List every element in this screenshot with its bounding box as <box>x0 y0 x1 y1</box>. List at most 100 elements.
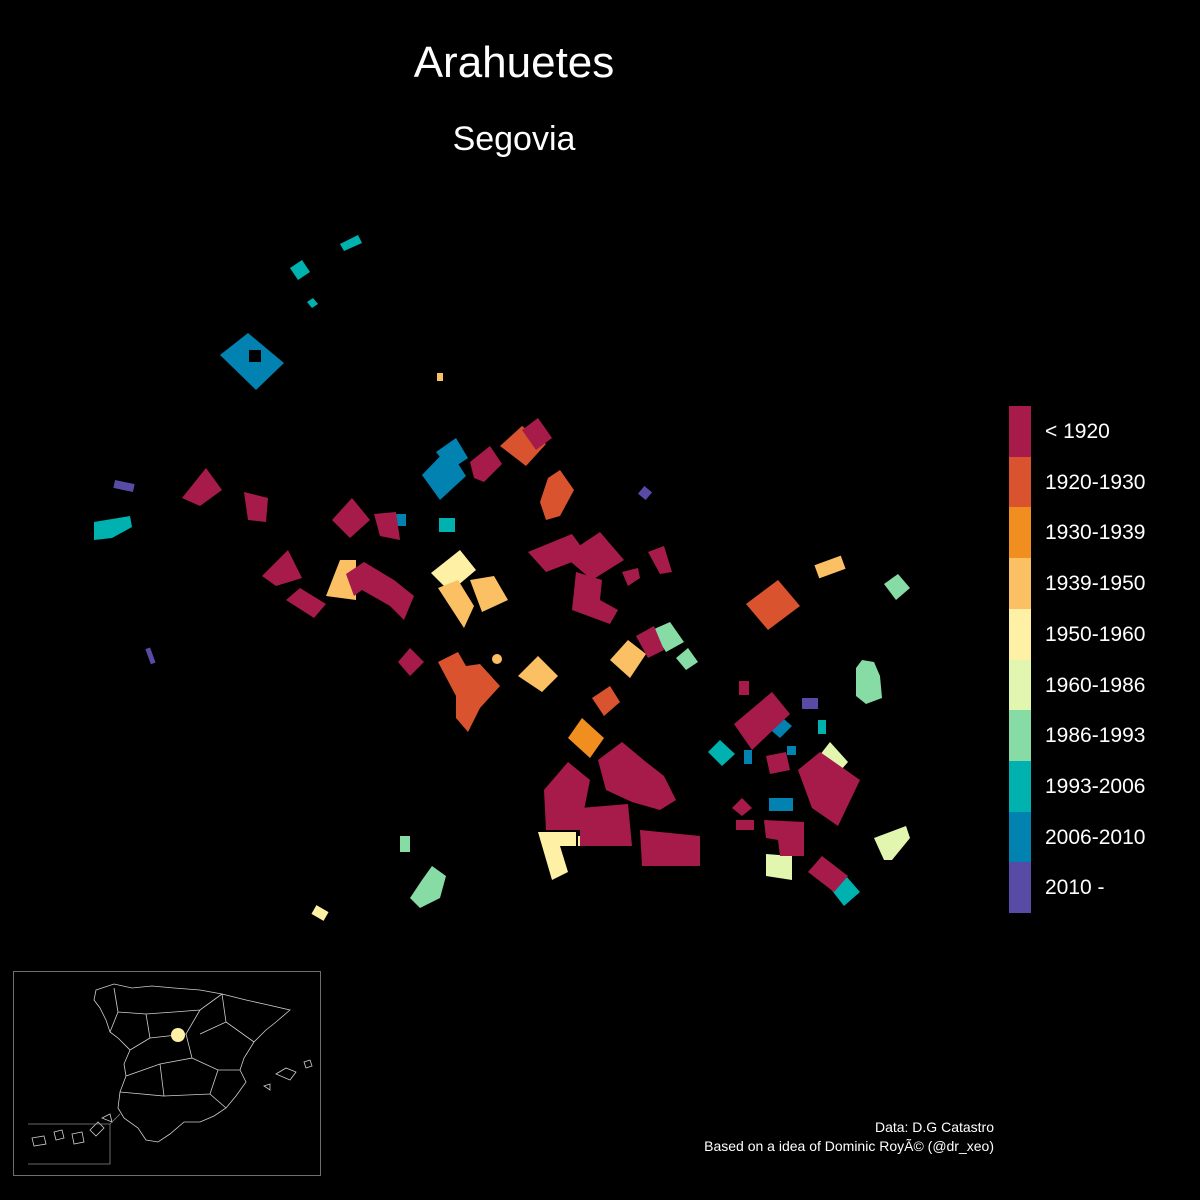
balearic-islands <box>263 1059 313 1091</box>
building <box>856 660 882 704</box>
legend-label: 1920-1930 <box>1045 470 1146 494</box>
legend-swatch <box>1009 558 1031 610</box>
building <box>739 681 749 695</box>
canary-islands <box>31 1113 113 1147</box>
building <box>818 720 826 734</box>
legend-swatch <box>1009 406 1031 457</box>
building <box>580 804 632 846</box>
building <box>540 470 574 520</box>
legend-label: 1930-1939 <box>1045 521 1146 545</box>
buildings-map <box>94 235 910 921</box>
legend-swatch <box>1009 710 1031 762</box>
building <box>636 626 664 658</box>
building <box>798 752 860 826</box>
building <box>736 820 754 830</box>
building <box>610 640 646 678</box>
building <box>648 546 672 574</box>
building <box>94 516 132 540</box>
building <box>410 866 446 908</box>
building <box>676 648 698 670</box>
courtyard <box>249 350 261 362</box>
legend-swatch <box>1009 456 1031 508</box>
building <box>814 555 846 579</box>
building <box>622 568 640 586</box>
building <box>538 832 576 880</box>
legend-swatch <box>1009 760 1031 812</box>
building <box>311 905 329 921</box>
region-borders <box>109 987 255 1109</box>
building <box>244 492 268 522</box>
legend-label: 2006-2010 <box>1045 825 1146 849</box>
building <box>182 468 222 506</box>
building <box>766 752 790 774</box>
building <box>544 762 590 830</box>
building <box>438 580 474 628</box>
building <box>262 550 302 586</box>
building <box>764 820 804 856</box>
building <box>766 854 792 880</box>
legend-label: 2010 - <box>1045 876 1105 900</box>
legend-swatch <box>1009 862 1031 914</box>
building <box>808 856 848 892</box>
building <box>400 836 410 852</box>
building <box>307 298 318 308</box>
building <box>290 260 310 280</box>
spain-outline-map <box>28 983 313 1165</box>
legend-swatch <box>1009 608 1031 660</box>
building <box>438 652 500 732</box>
legend-label: < 1920 <box>1045 420 1110 443</box>
building <box>326 560 356 600</box>
building <box>592 686 620 716</box>
legend-label: 1939-1950 <box>1045 572 1146 596</box>
building <box>734 692 790 750</box>
building <box>113 480 135 492</box>
legend-swatch <box>1009 507 1031 559</box>
building <box>145 647 156 665</box>
canary-inset-frame <box>28 1123 111 1165</box>
building <box>640 830 700 866</box>
map-subtitle: Segovia <box>452 120 576 158</box>
building <box>652 622 684 652</box>
building <box>332 498 370 538</box>
building <box>522 418 552 450</box>
legend-label: 1960-1986 <box>1045 673 1146 697</box>
building <box>564 532 624 580</box>
building <box>340 235 362 251</box>
building <box>708 740 735 766</box>
building <box>286 588 326 618</box>
legend-label: 1986-1993 <box>1045 724 1146 748</box>
building <box>732 798 752 816</box>
building <box>746 580 800 630</box>
legend-label: 1993-2006 <box>1045 774 1146 798</box>
building <box>492 654 502 664</box>
building <box>787 746 796 755</box>
building <box>470 576 508 612</box>
building <box>769 798 793 811</box>
building <box>637 485 653 501</box>
building <box>874 826 910 860</box>
building <box>470 446 502 482</box>
building <box>518 656 558 692</box>
legend-swatch <box>1009 811 1031 863</box>
building <box>528 534 588 572</box>
map-title: Arahuetes <box>413 38 615 87</box>
building <box>398 648 424 676</box>
building <box>220 333 284 390</box>
building <box>436 438 468 470</box>
credit-line: Based on a idea of Dominic RoyÃ© (@dr_xe… <box>704 1138 994 1154</box>
legend-label: 1950-1960 <box>1045 622 1146 646</box>
building <box>802 698 818 709</box>
building <box>346 562 414 620</box>
location-inset <box>13 971 321 1176</box>
building <box>437 373 443 381</box>
building <box>568 718 604 758</box>
building <box>431 550 476 592</box>
building <box>744 750 752 764</box>
building <box>572 572 618 624</box>
building <box>884 574 910 600</box>
building <box>439 518 455 532</box>
building <box>374 512 400 540</box>
legend-swatch <box>1009 659 1031 711</box>
building <box>598 742 676 810</box>
